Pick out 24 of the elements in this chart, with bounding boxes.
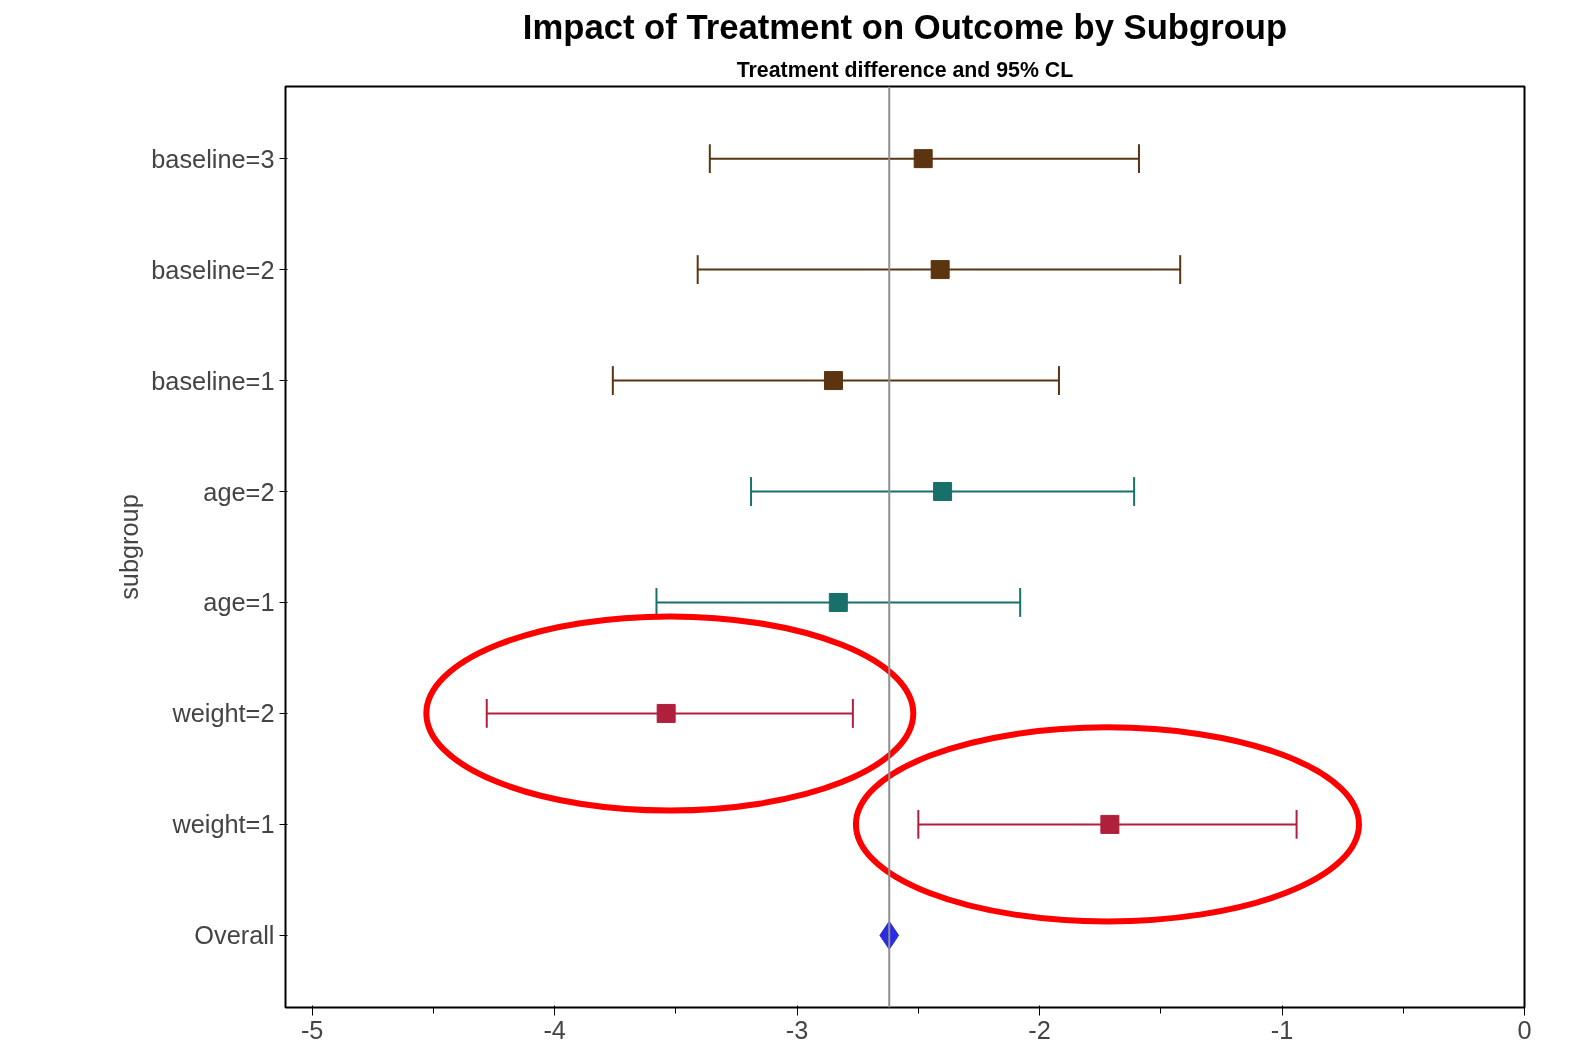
y-tick-label: Overall (194, 921, 275, 950)
x-tick-label: -1 (1270, 1015, 1294, 1044)
point (930, 260, 950, 280)
chart-title: Impact of Treatment on Outcome by Subgroup (522, 7, 1288, 46)
x-tick-label: -5 (300, 1015, 324, 1044)
x-tick-label: -3 (785, 1015, 809, 1044)
y-tick-label: baseline=3 (151, 144, 275, 173)
point (1100, 814, 1120, 834)
x-tick-label: 0 (1517, 1015, 1532, 1044)
y-tick-label: baseline=1 (151, 366, 275, 395)
y-tick-label: age=1 (203, 588, 275, 617)
point (823, 371, 843, 391)
y-tick-label: baseline=2 (151, 255, 275, 284)
point (828, 592, 848, 612)
point (933, 482, 953, 502)
y-tick-label: weight=1 (171, 810, 275, 839)
point (656, 703, 676, 723)
point (913, 149, 933, 169)
x-tick-label: -4 (543, 1015, 566, 1044)
x-tick-label: -2 (1028, 1015, 1051, 1044)
chart-subtitle: Treatment difference and 95% CL (736, 57, 1074, 82)
y-tick-label: weight=2 (171, 699, 275, 728)
y-tick-label: age=2 (203, 477, 275, 506)
y-axis-title: subgroup (115, 494, 144, 600)
